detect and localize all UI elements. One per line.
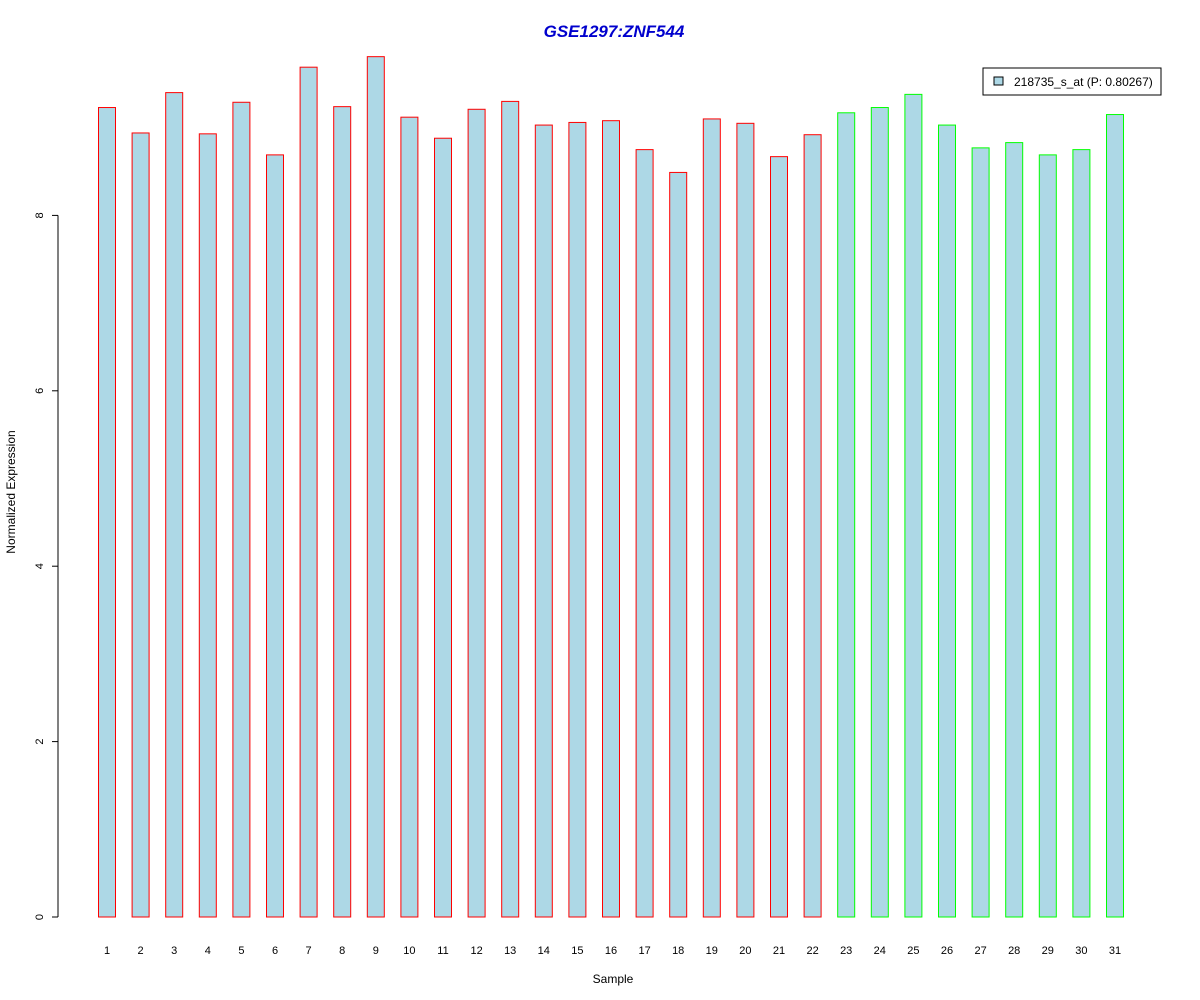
y-tick-label: 0 bbox=[34, 914, 46, 920]
x-tick-label: 12 bbox=[470, 945, 482, 957]
x-tick-label: 15 bbox=[571, 945, 583, 957]
x-tick-label: 22 bbox=[806, 945, 818, 957]
bar-sample-16 bbox=[602, 120, 620, 918]
x-tick-label: 25 bbox=[907, 945, 919, 957]
x-tick-label: 11 bbox=[437, 945, 448, 957]
bar-sample-21 bbox=[770, 156, 788, 918]
x-tick-label: 1 bbox=[104, 945, 110, 957]
x-tick-label: 26 bbox=[941, 945, 953, 957]
x-tick-label: 28 bbox=[1008, 945, 1020, 957]
bar-sample-9 bbox=[366, 56, 385, 918]
x-tick-label: 3 bbox=[171, 945, 177, 957]
x-tick-label: 17 bbox=[638, 945, 650, 957]
bar-sample-17 bbox=[635, 149, 654, 918]
bar-sample-30 bbox=[1072, 149, 1091, 918]
bar-sample-3 bbox=[165, 92, 184, 918]
bar-sample-10 bbox=[400, 116, 419, 918]
legend-swatch bbox=[993, 76, 1004, 86]
x-tick-label: 5 bbox=[238, 945, 244, 957]
bar-sample-4 bbox=[198, 133, 217, 918]
bar-sample-15 bbox=[568, 121, 587, 918]
x-tick-label: 8 bbox=[339, 945, 345, 957]
bar-sample-5 bbox=[232, 101, 251, 918]
bar-sample-7 bbox=[299, 66, 318, 918]
y-tick-label: 2 bbox=[34, 739, 46, 745]
x-tick-label: 18 bbox=[672, 945, 684, 957]
y-tick-label: 8 bbox=[34, 212, 46, 218]
x-tick-label: 4 bbox=[205, 945, 211, 957]
bar-sample-14 bbox=[534, 124, 553, 918]
x-tick-label: 20 bbox=[739, 945, 751, 957]
x-tick-label: 13 bbox=[504, 945, 516, 957]
y-axis-title: Normalized Expression bbox=[4, 430, 18, 553]
legend-label: 218735_s_at (P: 0.80267) bbox=[1014, 75, 1153, 89]
y-tick-label: 4 bbox=[34, 563, 46, 569]
x-tick-label: 14 bbox=[538, 945, 550, 957]
bar-sample-18 bbox=[669, 171, 688, 918]
x-tick-label: 31 bbox=[1109, 945, 1121, 957]
bar-sample-23 bbox=[837, 112, 856, 918]
bar-sample-13 bbox=[501, 100, 520, 918]
x-tick-label: 16 bbox=[605, 945, 617, 957]
bar-sample-28 bbox=[1005, 142, 1024, 918]
bar-sample-22 bbox=[803, 134, 822, 918]
bar-sample-29 bbox=[1038, 154, 1057, 918]
x-tick-label: 27 bbox=[974, 945, 986, 957]
x-tick-label: 21 bbox=[773, 945, 785, 957]
legend-box bbox=[982, 67, 1162, 96]
legend: 218735_s_at (P: 0.80267) bbox=[982, 67, 1162, 96]
bar-sample-25 bbox=[904, 93, 923, 918]
bar-sample-2 bbox=[131, 132, 150, 918]
bar-sample-24 bbox=[870, 107, 889, 918]
x-tick-label: 9 bbox=[373, 945, 379, 957]
x-tick-label: 29 bbox=[1042, 945, 1054, 957]
bar-sample-6 bbox=[266, 154, 284, 918]
bar-sample-26 bbox=[938, 124, 956, 918]
x-tick-label: 30 bbox=[1075, 945, 1087, 957]
x-tick-label: 23 bbox=[840, 945, 852, 957]
bar-sample-11 bbox=[434, 137, 452, 918]
x-tick-label: 19 bbox=[706, 945, 718, 957]
bar-sample-19 bbox=[702, 118, 721, 918]
bar-sample-12 bbox=[467, 108, 486, 918]
bar-sample-1 bbox=[98, 107, 116, 918]
chart-title: GSE1297:ZNF544 bbox=[544, 22, 685, 41]
bar-sample-20 bbox=[736, 122, 755, 918]
bar-sample-27 bbox=[971, 147, 990, 918]
bar-sample-31 bbox=[1106, 114, 1124, 918]
bar-sample-8 bbox=[333, 106, 352, 918]
x-axis-title: Sample bbox=[593, 972, 634, 986]
x-tick-label: 2 bbox=[138, 945, 144, 957]
x-tick-label: 6 bbox=[272, 945, 278, 957]
x-tick-label: 24 bbox=[874, 945, 886, 957]
x-tick-label: 7 bbox=[306, 945, 312, 957]
y-tick-label: 6 bbox=[34, 388, 46, 394]
x-tick-label: 10 bbox=[403, 945, 415, 957]
